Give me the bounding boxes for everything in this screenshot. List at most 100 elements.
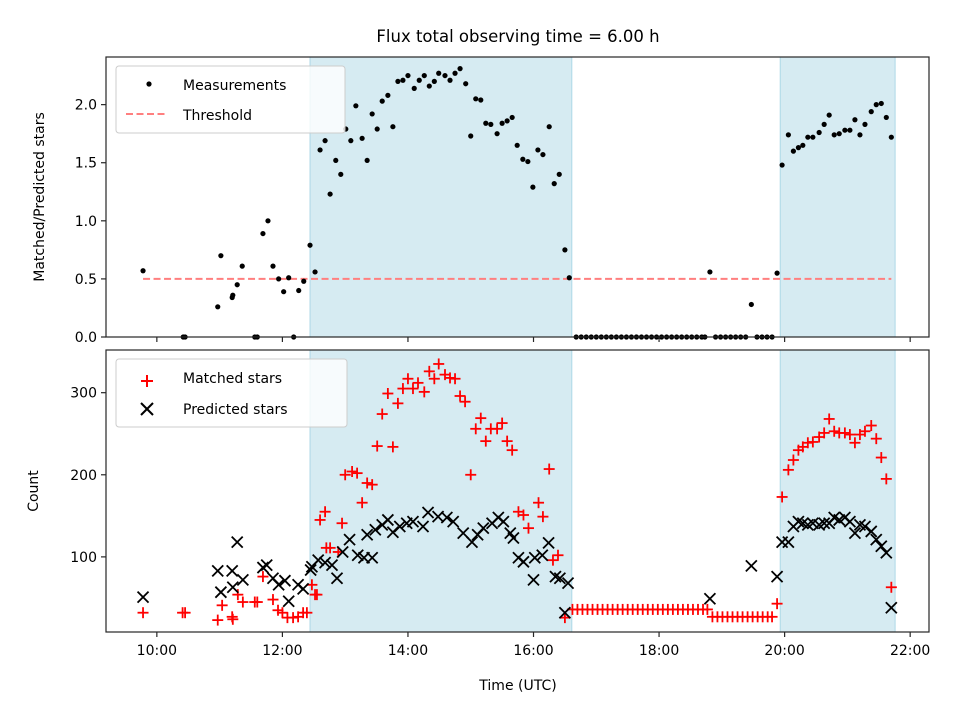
- measurement-point: [296, 287, 302, 294]
- predicted-star-point: [336, 545, 349, 559]
- top-axes-frame: [105, 56, 930, 338]
- measurement-point: [810, 134, 816, 140]
- measurement-point: [395, 78, 401, 84]
- matched-star-point: [216, 599, 228, 611]
- matched-star-point: [397, 383, 409, 395]
- measurement-point: [369, 111, 375, 117]
- matched-star-point: [787, 454, 799, 466]
- bottom-y-ticks: 100 200 300: [70, 386, 106, 566]
- predicted-star-point: [369, 523, 382, 536]
- measurement-point: [805, 134, 811, 140]
- predicted-star-point: [440, 511, 454, 524]
- predicted-star-point: [497, 515, 510, 528]
- predicted-star-point: [517, 555, 530, 568]
- matched-star-point: [475, 412, 487, 424]
- matched-star-point: [491, 423, 503, 435]
- matched-star-point: [449, 373, 461, 385]
- measurement-point: [566, 275, 572, 281]
- predicted-star-point: [447, 515, 460, 528]
- matched-star-point: [351, 467, 363, 479]
- matched-star-point: [257, 571, 269, 583]
- measurement-point: [499, 120, 505, 126]
- predicted-star-point: [330, 572, 344, 585]
- predicted-star-point: [703, 592, 717, 605]
- y-tick-label: 1.5: [75, 156, 97, 172]
- matched-star-point: [301, 607, 313, 619]
- predicted-star-point: [343, 533, 356, 546]
- measurement-point: [888, 134, 894, 140]
- measurement-point: [873, 102, 879, 108]
- measurement-point: [379, 98, 385, 104]
- x-tick-label: 14:00: [388, 643, 428, 659]
- matched-star-point: [701, 603, 713, 615]
- predicted-star-point: [351, 549, 364, 562]
- matched-star-point: [828, 425, 840, 437]
- matched-star-point: [314, 514, 326, 526]
- shaded-span: [779, 349, 896, 633]
- measurement-point: [411, 85, 417, 91]
- measurement-point: [416, 77, 422, 83]
- shaded-span: [309, 56, 573, 338]
- measurement-point: [301, 278, 307, 284]
- x-tick-label: 16:00: [513, 643, 553, 659]
- top-panel: 0.00.51.01.52.0 Matched/Predicted stars …: [32, 56, 930, 346]
- matched-star-point: [137, 607, 149, 619]
- top-legend-box: [115, 65, 346, 134]
- matched-star-point: [428, 373, 440, 385]
- legend-label-matched: Matched stars: [183, 371, 282, 387]
- matched-star-point: [875, 452, 887, 464]
- matched-star-point: [433, 358, 445, 370]
- chart-title: Flux total observing time = 6.00 h: [376, 27, 659, 46]
- matched-star-point: [776, 491, 788, 503]
- matched-star-point: [818, 427, 830, 439]
- predicted-star-point: [226, 564, 239, 577]
- matched-star-point: [382, 388, 394, 400]
- matched-star-point: [336, 517, 348, 529]
- legend-marker-x: [140, 402, 154, 416]
- matched-star-point: [392, 397, 404, 409]
- measurement-point: [452, 70, 458, 76]
- top-legend: Measurements Threshold: [115, 65, 346, 134]
- predicted-star-point: [312, 554, 325, 567]
- matched-star-point: [267, 594, 279, 606]
- matched-star-point: [276, 607, 288, 619]
- predicted-star-point: [528, 551, 541, 564]
- top-shaded-spans: [309, 56, 896, 338]
- measurement-point: [322, 138, 328, 144]
- measurement-point: [857, 132, 863, 138]
- measurement-point: [868, 109, 874, 115]
- y-tick-label: 0.5: [75, 272, 97, 288]
- top-x-ticks: [156, 337, 911, 342]
- predicted-star-point: [272, 578, 285, 591]
- matched-star-point: [533, 497, 545, 509]
- matched-star-point: [880, 473, 892, 485]
- matched-star-point: [849, 437, 861, 449]
- measurement-point: [421, 72, 427, 79]
- predicted-star-point: [843, 515, 857, 528]
- y-tick-label: 300: [70, 386, 97, 402]
- predicted-star-point: [745, 559, 758, 573]
- measurement-point: [790, 148, 797, 154]
- measurement-point: [836, 131, 842, 137]
- predicted-star-point: [848, 526, 862, 540]
- matched-star-point: [387, 441, 399, 453]
- measurement-point: [239, 263, 245, 269]
- measurement-point: [317, 147, 323, 153]
- measurement-point: [457, 66, 463, 72]
- matched-star-point: [371, 440, 383, 452]
- matched-star-point: [227, 613, 239, 625]
- legend-label-predicted: Predicted stars: [183, 402, 288, 418]
- matched-star-point: [179, 607, 191, 619]
- predicted-star-point: [558, 606, 572, 619]
- legend-marker-plus: [141, 375, 153, 387]
- measurement-point: [426, 83, 432, 89]
- x-tick-label: 18:00: [639, 643, 679, 659]
- bottom-legend-box: [115, 358, 348, 428]
- predicted-star-point: [818, 517, 831, 530]
- predicted-star-point: [416, 520, 430, 533]
- matched-star-point: [251, 596, 263, 608]
- predicted-star-point: [421, 506, 435, 519]
- measurement-point: [447, 77, 453, 83]
- matched-star-point: [865, 420, 877, 432]
- measurement-point: [551, 181, 557, 187]
